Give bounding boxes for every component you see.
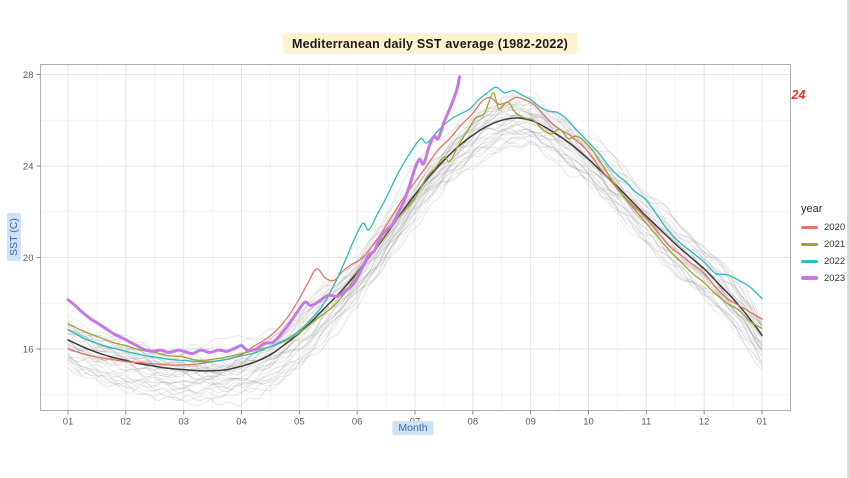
- legend-item-2021: 2021: [801, 238, 846, 250]
- legend-title: year: [801, 203, 823, 215]
- y-tick-label: 16: [23, 345, 34, 356]
- y-tick-label: 20: [23, 253, 34, 264]
- grid-minor: [40, 64, 791, 411]
- y-axis-label: SST (C): [6, 213, 21, 261]
- legend-items: 2020 2021 2022 2023: [801, 221, 846, 284]
- legend-label: 2022: [824, 255, 846, 267]
- chart-title: Mediterranean daily SST average (1982-20…: [282, 33, 578, 54]
- legend-swatch: [801, 242, 818, 246]
- right-edge-divider: [847, 0, 850, 478]
- x-tick-label: 09: [525, 417, 536, 428]
- panel-border: [40, 64, 791, 411]
- x-axis-label: Month: [392, 421, 434, 435]
- x-tick-label: 01: [63, 417, 74, 428]
- x-tick-label: 02: [121, 417, 132, 428]
- x-tick-label: 01: [757, 417, 768, 428]
- x-tick-label: 05: [294, 417, 305, 428]
- legend-item-2022: 2022: [801, 255, 846, 267]
- series-line-mean: [67, 117, 763, 372]
- x-tick-label: 04: [236, 417, 247, 428]
- legend-label: 2023: [824, 272, 846, 284]
- series-line-2023: [66, 75, 461, 356]
- legend-label: 2020: [824, 221, 846, 233]
- y-tick-label: 24: [23, 162, 34, 173]
- x-tick-label: 03: [178, 417, 189, 428]
- x-tick-label: 11: [641, 417, 651, 428]
- legend-item-2020: 2020: [801, 221, 846, 233]
- x-tick-label: 10: [583, 417, 594, 428]
- legend-swatch: [801, 259, 818, 263]
- legend-label: 2021: [824, 238, 846, 250]
- series-line-2021: [67, 92, 763, 362]
- tick-marks: [36, 74, 763, 415]
- series-line-2022: [67, 86, 763, 363]
- x-tick-label: 08: [468, 417, 479, 428]
- y-tick-label: 28: [23, 70, 34, 81]
- legend-item-2023: 2023: [801, 272, 846, 284]
- legend-swatch: [801, 276, 818, 280]
- legend: year 2020 2021 2022 2023: [801, 203, 845, 291]
- legend-swatch: [801, 225, 818, 229]
- x-tick-label: 12: [699, 417, 710, 428]
- series-lines: [66, 75, 763, 372]
- x-tick-label: 06: [352, 417, 363, 428]
